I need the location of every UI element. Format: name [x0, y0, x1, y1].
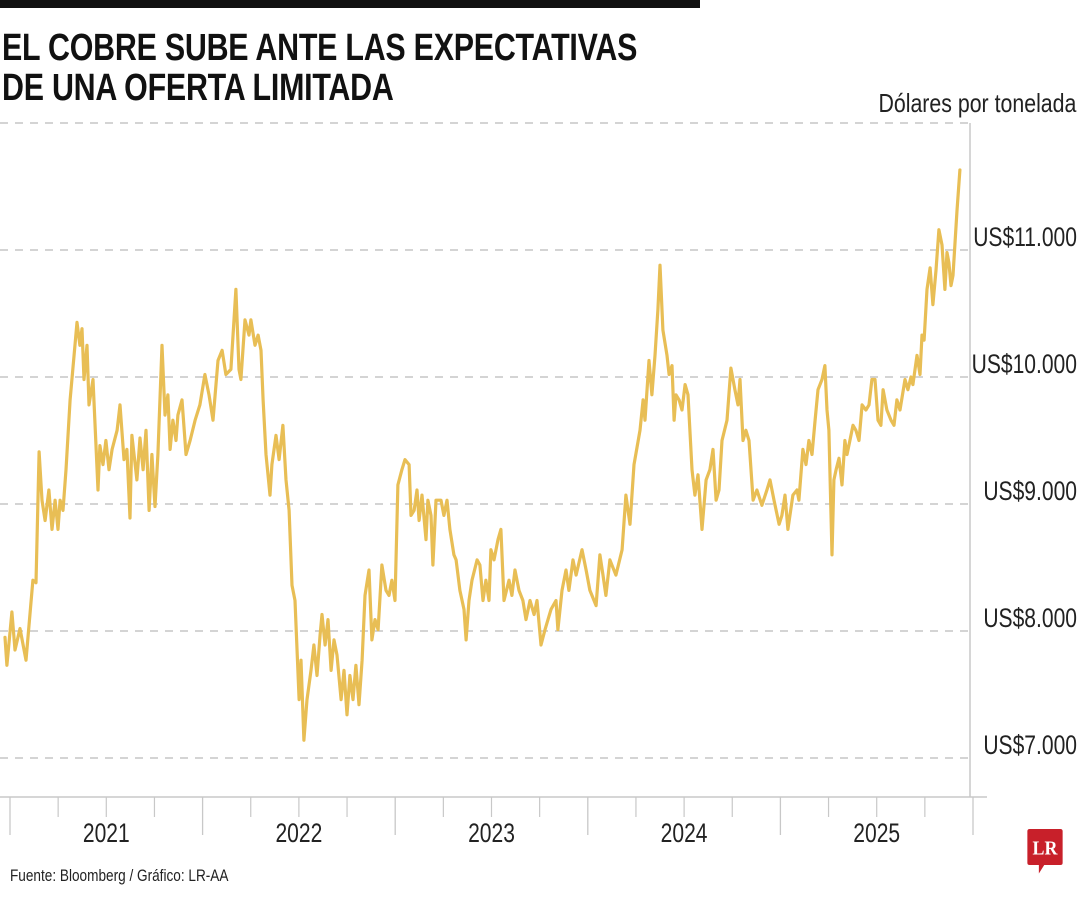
copper-price-line: [3, 168, 962, 742]
y-tick-labels: US$7.000 US$8.000 US$9.000 US$10.000 US$11.0…: [972, 223, 1077, 761]
y-tick-label: US$11.000: [973, 223, 1077, 253]
y-tick-label: US$9.000: [983, 477, 1077, 507]
x-tick-label: 2023: [468, 819, 515, 849]
x-tick-label: 2022: [275, 819, 322, 849]
x-tick-label: 2021: [83, 819, 130, 849]
y-tick-label: US$8.000: [983, 604, 1077, 634]
svg-text:LR: LR: [1033, 837, 1058, 859]
y-tick-label: US$7.000: [983, 731, 1077, 761]
x-tick-label: 2024: [661, 819, 708, 849]
source-note: Fuente: Bloomberg / Gráfico: LR-AA: [10, 866, 229, 885]
chart-title-line-2: DE UNA OFERTA LIMITADA: [2, 67, 394, 109]
y-axis-unit-label: Dólares por tonelada: [878, 88, 1076, 118]
y-tick-label: US$10.000: [972, 350, 1077, 380]
axes: [0, 123, 987, 835]
x-tick-labels: 2021 2022 2023 2024 2025: [83, 819, 900, 849]
lr-logo: LR: [1027, 829, 1063, 874]
chart-title-line-1: EL COBRE SUBE ANTE LAS EXPECTATIVAS: [2, 27, 638, 69]
top-rule: [0, 0, 700, 8]
x-tick-label: 2025: [853, 819, 900, 849]
gridlines: [0, 122, 975, 759]
